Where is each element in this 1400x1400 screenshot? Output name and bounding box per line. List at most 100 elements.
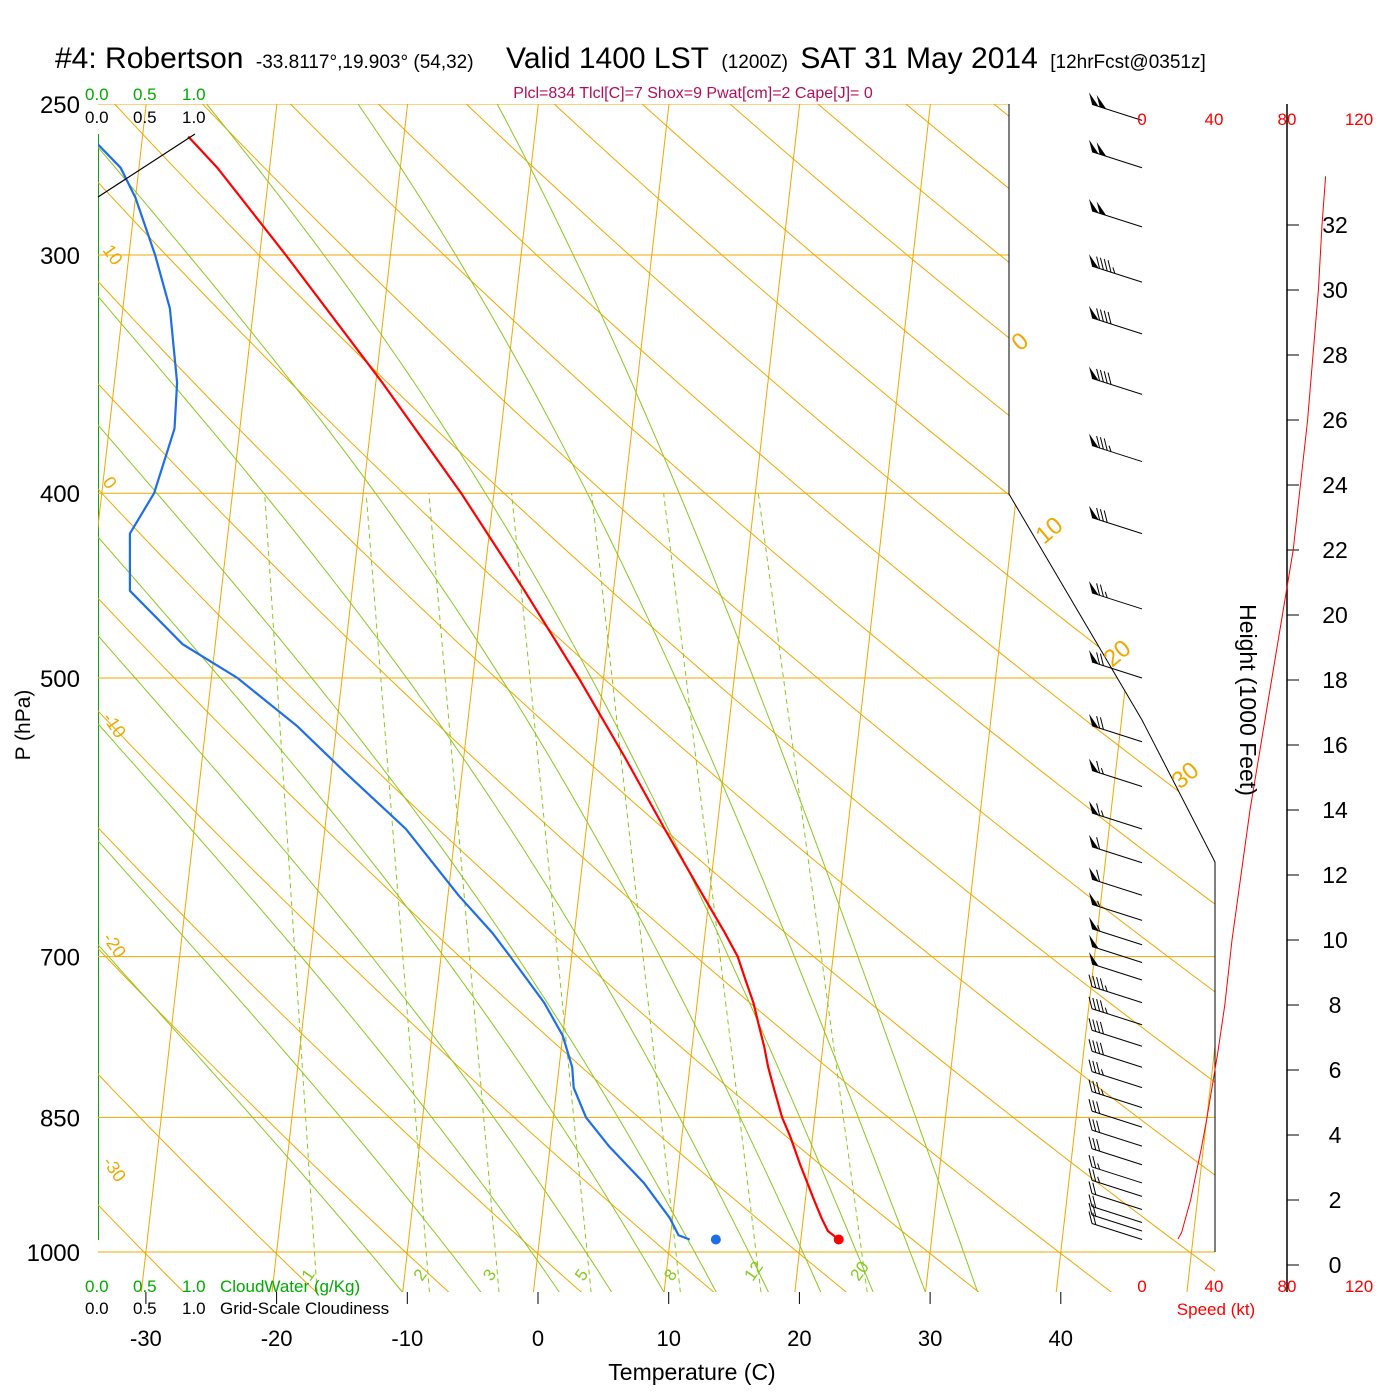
cloudwater-tick: 1.0 (182, 85, 206, 104)
wind-barb-flag (1096, 976, 1101, 990)
temperature-tick-label: -20 (261, 1326, 293, 1351)
wind-barb-flag (1092, 1212, 1097, 1225)
profile-lines (98, 135, 844, 1245)
wind-barb-flag (1096, 803, 1101, 816)
isotherm-label: 10 (99, 241, 127, 269)
wind-barb-flag (1099, 1000, 1104, 1013)
isotherm-line (98, 104, 151, 1292)
wind-barb-flag (1096, 1120, 1101, 1133)
wind-barb-flag (1096, 308, 1101, 321)
dewpoint-line (98, 135, 691, 1241)
pressure-tick-label: 250 (40, 92, 80, 119)
wind-barb-staff (1091, 878, 1143, 896)
wind-barb-flag (1088, 974, 1093, 987)
pressure-tick-label: 850 (40, 1105, 80, 1132)
wind-barb-flag (1099, 509, 1104, 522)
dry-adiabat-label: 0 (1007, 327, 1035, 356)
mixing-ratio-line (591, 493, 681, 1292)
mixing-ratio-label: 5 (571, 1266, 592, 1285)
chart-title: #4: Robertson -33.8117°,19.903° (54,32) … (55, 42, 1206, 75)
wind-barb-flag (1107, 311, 1112, 325)
cloudwater-tick: 0.5 (133, 85, 157, 104)
moist-adiabat-line (98, 104, 665, 1292)
speed-tick: 40 (1205, 110, 1224, 129)
wind-barb-flag (1096, 999, 1101, 1012)
dry-adiabat-label: 20 (1099, 635, 1137, 673)
moist-adiabat-line (98, 104, 613, 1292)
temperature-tick-label: -30 (130, 1326, 162, 1351)
wind-barb-half-flag (1100, 810, 1104, 817)
height-tick-label: 0 (1329, 1252, 1342, 1278)
wind-barb-flag (1092, 1080, 1097, 1093)
wind-barb-flag (1099, 437, 1104, 450)
wind-barb-flag (1096, 1020, 1101, 1033)
wind-barb-flag (1092, 1119, 1097, 1132)
wind-barb-flag (1103, 371, 1108, 384)
wind-barb-pennant (1089, 934, 1099, 949)
speed-legend-bottom: 0 40 80 120 (1137, 1277, 1373, 1296)
mixing-ratio-label: 2 (410, 1266, 431, 1285)
wind-barb-flag (1103, 510, 1108, 523)
height-tick-label: 32 (1322, 212, 1348, 238)
wind-barb-flag (1099, 257, 1104, 270)
cloudiness-tick: 0.0 (85, 108, 109, 127)
wind-barb-flag (1096, 652, 1101, 665)
height-tick-label: 16 (1322, 732, 1348, 758)
wind-barb-flag (1096, 869, 1101, 882)
moist-adiabat-line (98, 104, 717, 1292)
height-tick-label: 24 (1322, 472, 1348, 498)
valid-date: SAT 31 May 2014 (800, 42, 1037, 75)
dry-adiabat-line (98, 104, 715, 1292)
height-tick-label: 12 (1322, 862, 1348, 888)
temperature-tick-label: 20 (787, 1326, 811, 1351)
wind-barb-flag (1099, 653, 1104, 666)
temperature-line (187, 135, 840, 1241)
wind-barb-staff (1091, 1214, 1143, 1232)
mixing-ratio-line (757, 493, 868, 1292)
mixing-ratio-line (365, 493, 430, 1292)
wind-barb-pennant (1089, 892, 1099, 907)
wind-barb-pennant (1089, 254, 1099, 269)
wind-barb-flag (1096, 583, 1101, 596)
wind-barb-pennant (1089, 198, 1099, 214)
isotherm-line (794, 104, 935, 1292)
pressure-tick-label: 1000 (27, 1240, 80, 1267)
isotherm-line (140, 104, 282, 1292)
speed-tick: 120 (1345, 110, 1373, 129)
pressure-tick-label: 300 (40, 243, 80, 270)
wind-barb-flag (1088, 1181, 1093, 1194)
wind-barb (1088, 1154, 1143, 1184)
wind-barb-staff (1091, 1179, 1143, 1197)
mixing-ratio-line (511, 493, 592, 1292)
mixing-ratio-label: 8 (660, 1266, 681, 1285)
cloudwater-label: CloudWater (g/Kg) (220, 1277, 360, 1296)
wind-barb-staff (1091, 1223, 1143, 1240)
temperature-tick-label: 0 (532, 1326, 544, 1351)
dry-adiabat-line (98, 104, 185, 1292)
wind-barb (1089, 433, 1143, 463)
wind-barb (1089, 892, 1143, 921)
cloudwater-legend-top: 0.0 0.5 1.0 0.0 0.5 1.0 (85, 85, 206, 127)
height-tick-label: 4 (1329, 1122, 1342, 1148)
plot-border (1008, 104, 1216, 1252)
wind-barb-flag (1096, 435, 1101, 449)
pressure-axis-title: P (hPa) (12, 690, 35, 761)
wind-barb-pennant (1096, 142, 1107, 157)
wind-barb-staff (1091, 812, 1143, 830)
wind-barb-staff (1091, 903, 1143, 921)
wind-barb-half-flag (1097, 1176, 1101, 1183)
height-tick-label: 18 (1322, 667, 1348, 693)
wind-barb-pennant (1089, 867, 1099, 882)
stability-indices: Plcl=834 Tlcl[C]=7 Shox=9 Pwat[cm]=2 Cap… (513, 85, 873, 102)
wind-barb-half-flag (1097, 900, 1101, 907)
surface-temperature-point (833, 1234, 844, 1245)
temperature-tick-label: 40 (1049, 1326, 1073, 1351)
wind-barb-staff (1091, 103, 1143, 121)
height-tick-label: 26 (1322, 407, 1348, 433)
wind-speed-line (1177, 176, 1327, 1240)
cloudiness-tick: 1.0 (182, 1299, 206, 1318)
wind-barb-flag (1088, 1059, 1093, 1072)
wind-barb (1089, 916, 1143, 946)
wind-barb-flag (1088, 1211, 1093, 1224)
